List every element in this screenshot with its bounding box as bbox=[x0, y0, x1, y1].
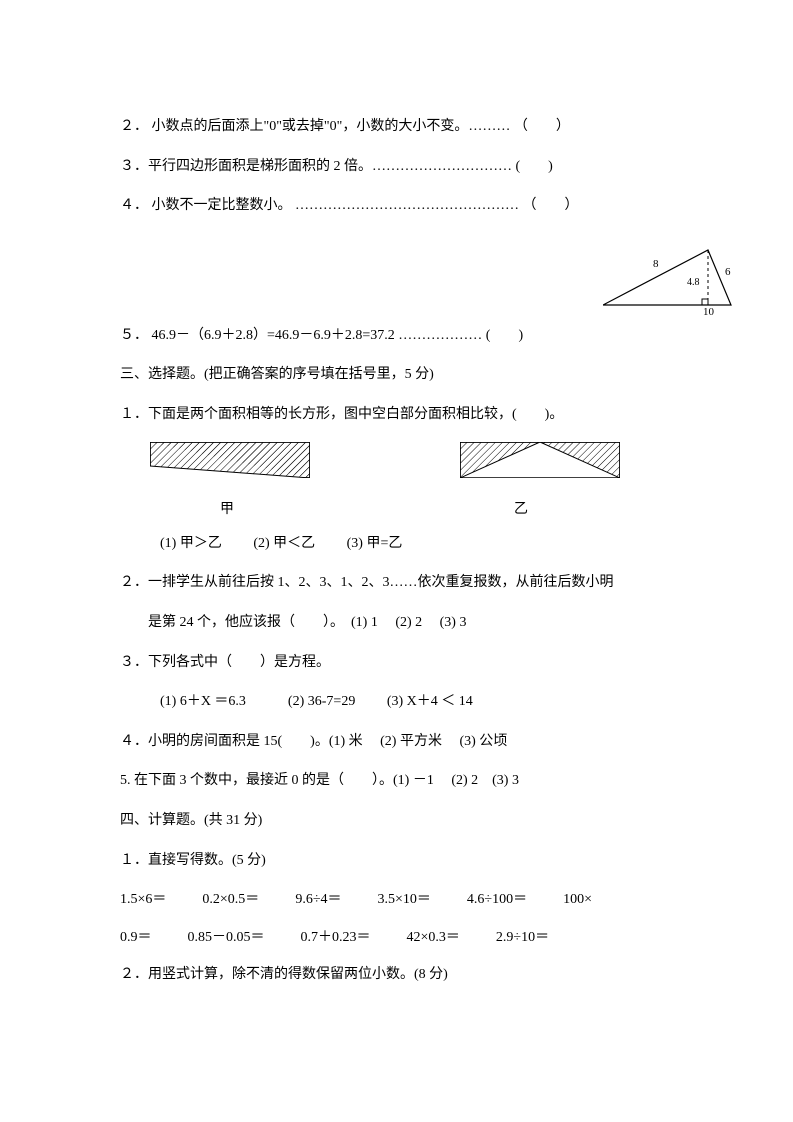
calc-item: 42×0.3＝ bbox=[407, 921, 460, 955]
rect-yi bbox=[460, 442, 620, 492]
triangle-figure: 8 6 4.8 10 bbox=[603, 245, 743, 329]
s3q5: 5. 在下面 3 个数中，最接近 0 的是（ ）。(1) －1 (2) 2 (3… bbox=[120, 764, 683, 798]
calc-item: 9.6÷4＝ bbox=[295, 883, 341, 917]
question-5: ５． 46.9－（6.9＋2.8）=46.9－6.9＋2.8=37.2 …………… bbox=[120, 319, 683, 353]
question-3: ３．平行四边形面积是梯形面积的 2 倍。………………………… ( ) bbox=[120, 150, 683, 184]
s4q2: ２．用竖式计算，除不清的得数保留两位小数。(8 分) bbox=[120, 958, 683, 992]
s3q3-line2: (1) 6＋X ＝6.3 (2) 36-7=29 (3) X＋4 ＜ 14 bbox=[160, 685, 683, 719]
calc-item: 0.2×0.5＝ bbox=[202, 883, 259, 917]
rect-figures bbox=[150, 442, 683, 492]
question-4: ４． 小数不一定比整数小。 ………………………………………… （ ） bbox=[120, 189, 683, 223]
s3q3-line1: ３．下列各式中（ ）是方程。 bbox=[120, 646, 683, 680]
triangle-shape bbox=[603, 250, 731, 305]
triangle-right-label: 6 bbox=[725, 266, 731, 278]
label-jia: 甲 bbox=[220, 493, 234, 527]
calc-row-1: 1.5×6＝ 0.2×0.5＝ 9.6÷4＝ 3.5×10＝ 4.6÷100＝ … bbox=[120, 883, 683, 917]
triangle-base-label: 10 bbox=[703, 306, 715, 315]
calc-item: 3.5×10＝ bbox=[378, 883, 431, 917]
calc-row-2: 0.9＝ 0.85－0.05＝ 0.7＋0.23＝ 42×0.3＝ 2.9÷10… bbox=[120, 921, 683, 955]
s3q2-line1: ２．一排学生从前往后按 1、2、3、1、2、3……依次重复报数，从前往后数小明 bbox=[120, 566, 683, 600]
s3q4: ４．小明的房间面积是 15( )。(1) 米 (2) 平方米 (3) 公顷 bbox=[120, 725, 683, 759]
calc-item: 100× bbox=[563, 883, 592, 917]
question-2: ２． 小数点的后面添上"0"或去掉"0"，小数的大小不变。……… （ ） bbox=[120, 110, 683, 144]
s4q1: １．直接写得数。(5 分) bbox=[120, 844, 683, 878]
calc-item: 0.9＝ bbox=[120, 921, 152, 955]
calc-item: 4.6÷100＝ bbox=[467, 883, 527, 917]
triangle-height-label: 4.8 bbox=[687, 277, 700, 288]
section3-title: 三、选择题。(把正确答案的序号填在括号里，5 分) bbox=[120, 358, 683, 392]
calc-item: 0.85－0.05＝ bbox=[188, 921, 265, 955]
section4-title: 四、计算题。(共 31 分) bbox=[120, 804, 683, 838]
calc-item: 0.7＋0.23＝ bbox=[301, 921, 371, 955]
calc-item: 2.9÷10＝ bbox=[496, 921, 549, 955]
s3q1-options: (1) 甲＞乙 (2) 甲＜乙 (3) 甲=乙 bbox=[160, 527, 683, 561]
triangle-left-label: 8 bbox=[653, 258, 659, 270]
label-yi: 乙 bbox=[514, 493, 528, 527]
s3q2-line2: 是第 24 个，他应该报（ ）。 (1) 1 (2) 2 (3) 3 bbox=[148, 606, 683, 640]
calc-item: 1.5×6＝ bbox=[120, 883, 166, 917]
right-angle-mark bbox=[702, 299, 708, 305]
rect-jia bbox=[150, 442, 310, 492]
s3q1: １．下面是两个面积相等的长方形，图中空白部分面积相比较，( )。 bbox=[120, 398, 683, 432]
